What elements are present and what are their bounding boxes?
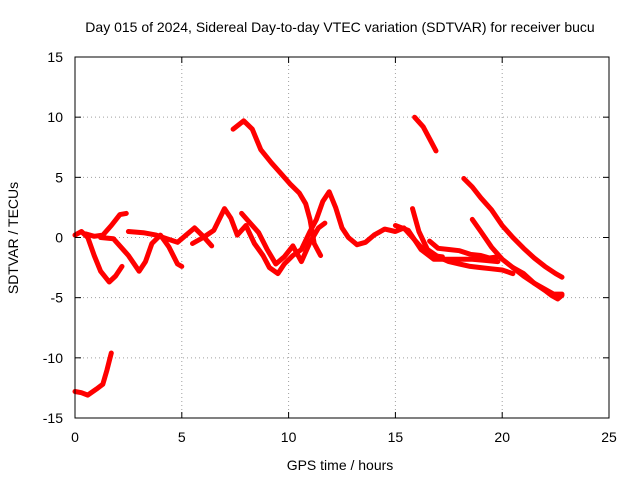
y-tick-label: 0 xyxy=(55,230,63,246)
series-trace-12 xyxy=(412,114,439,154)
x-tick-label: 10 xyxy=(281,429,297,445)
y-tick-labels: -15 -10 -5 0 5 10 15 xyxy=(43,49,63,426)
tick-layer xyxy=(74,56,610,419)
y-tick-label: 5 xyxy=(55,169,63,185)
y-tick-label: -10 xyxy=(43,350,63,366)
x-tick-label: 5 xyxy=(178,429,186,445)
y-tick-label: -5 xyxy=(51,290,64,306)
series-trace-9 xyxy=(410,206,516,277)
x-tick-label: 20 xyxy=(494,429,510,445)
series-layer xyxy=(72,114,565,398)
y-tick-label: 15 xyxy=(47,49,63,65)
series-trace-1 xyxy=(72,350,114,398)
chart-title: Day 015 of 2024, Sidereal Day-to-day VTE… xyxy=(85,19,594,35)
series-trace-13 xyxy=(461,176,565,280)
y-tick-label: -15 xyxy=(43,410,63,426)
series-trace-5 xyxy=(125,225,215,249)
series-trace-11 xyxy=(427,238,501,261)
y-axis-label: SDTVAR / TECUs xyxy=(5,182,21,294)
x-tick-label: 15 xyxy=(388,429,404,445)
series-trace-10 xyxy=(392,223,501,265)
series-trace-3 xyxy=(83,210,129,239)
series-trace-15 xyxy=(510,265,565,302)
x-tick-label: 0 xyxy=(71,429,79,445)
x-axis-label: GPS time / hours xyxy=(287,457,394,473)
series-trace-8 xyxy=(230,118,324,258)
series-trace-4 xyxy=(98,232,185,274)
x-tick-label: 25 xyxy=(601,429,617,445)
series-trace-6 xyxy=(190,189,445,277)
y-tick-label: 10 xyxy=(47,109,63,125)
x-tick-labels: 0 5 10 15 20 25 xyxy=(71,429,617,445)
series-trace-2 xyxy=(72,229,125,285)
